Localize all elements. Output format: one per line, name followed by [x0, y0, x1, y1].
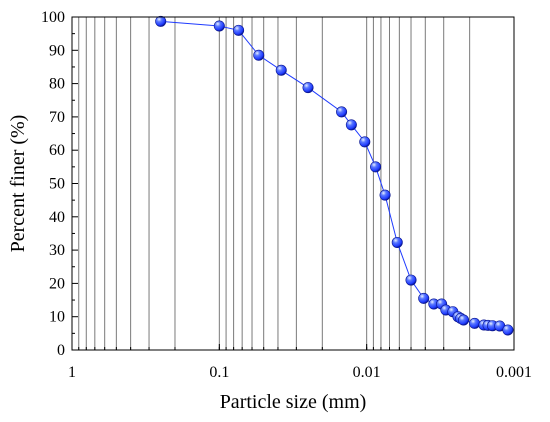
data-point [345, 119, 357, 131]
y-tick-label: 100 [41, 9, 65, 26]
grid-lines [78, 17, 515, 350]
data-point [418, 292, 430, 304]
y-tick-label: 90 [49, 42, 65, 59]
data-point [379, 189, 391, 201]
y-tick-label: 60 [49, 142, 65, 159]
series-line-group [160, 20, 509, 331]
plot-frame [71, 16, 515, 351]
data-point [275, 64, 287, 76]
data-point [458, 314, 470, 326]
y-tick-label: 80 [49, 76, 65, 93]
data-point [253, 49, 265, 61]
data-point [213, 20, 225, 32]
y-tick-label: 10 [49, 309, 65, 326]
data-point [155, 15, 167, 27]
x-axis-title: Particle size (mm) [220, 391, 367, 413]
y-tick-label: 70 [49, 109, 65, 126]
data-point [370, 161, 382, 173]
x-tick-label: 0.01 [353, 364, 381, 381]
y-tick-label: 40 [49, 209, 65, 226]
axis-ticks [71, 16, 515, 351]
y-tick-label: 30 [49, 242, 65, 259]
data-point [233, 24, 245, 36]
data-point [502, 324, 514, 336]
data-point [391, 236, 403, 248]
x-tick-label: 1 [68, 364, 76, 381]
data-point [405, 274, 417, 286]
y-axis-title: Percent finer (%) [7, 115, 29, 253]
y-tick-label: 50 [49, 176, 65, 193]
y-tick-label: 0 [57, 342, 65, 359]
data-point [359, 136, 371, 148]
data-point [336, 106, 348, 118]
data-point [469, 317, 481, 329]
series-line [160, 20, 509, 331]
x-tick-label: 0.1 [209, 364, 229, 381]
data-points [155, 15, 514, 336]
tick-labels: 1 0.1 0.01 0.001 0 10 20 30 40 50 60 70 80 90 100 [41, 9, 532, 381]
data-point [302, 82, 314, 94]
x-tick-label: 0.001 [496, 364, 532, 381]
y-tick-label: 20 [49, 275, 65, 292]
